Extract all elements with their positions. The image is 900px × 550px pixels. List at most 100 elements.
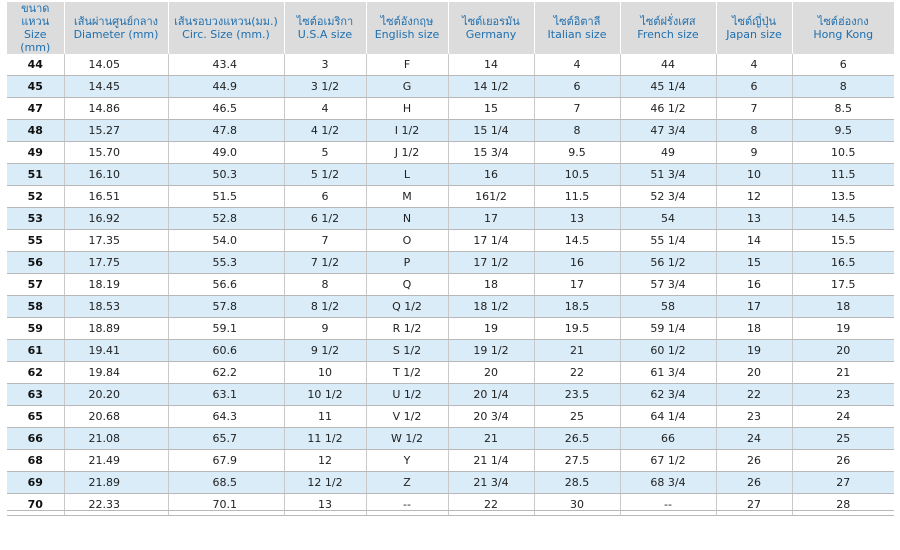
cell-japan-size: 8 (716, 119, 793, 142)
cell-italian-size: 14.5 (534, 229, 621, 252)
header-label-thai: ขนาดแหวน (21, 2, 50, 28)
col-header-circumference: เส้นรอบวงแหวน(มม.) Circ. Size (mm.) (168, 2, 285, 54)
table-row: 44 14.05 43.4 3 F 14 4 44 4 6 (7, 54, 894, 76)
cell-germany-size: 20 (448, 361, 535, 384)
cell-usa-size: 3 (284, 54, 367, 76)
col-header-diameter: เส้นผ่านศูนย์กลาง Diameter (mm) (64, 2, 169, 54)
cell-english-size: Q (366, 273, 449, 296)
cell-french-size: 61 3/4 (620, 361, 717, 384)
cell-usa-size: 3 1/2 (284, 75, 367, 98)
cell-diameter: 22.33 (64, 493, 169, 516)
header-label-english: Hong Kong (813, 28, 874, 41)
cell-japan-size: 13 (716, 207, 793, 230)
cell-circumference: 43.4 (168, 54, 285, 76)
cell-english-size: U 1/2 (366, 383, 449, 406)
cell-size-mm: 69 (7, 471, 65, 494)
cell-english-size: Q 1/2 (366, 295, 449, 318)
cell-size-mm: 51 (7, 163, 65, 186)
cell-japan-size: 18 (716, 317, 793, 340)
cell-usa-size: 13 (284, 493, 367, 516)
cell-size-mm: 49 (7, 141, 65, 164)
cell-hongkong-size: 23 (792, 383, 894, 406)
cell-hongkong-size: 26 (792, 449, 894, 472)
header-label-thai: ไซต์ฝรั่งเศส (640, 15, 696, 28)
cell-diameter: 21.08 (64, 427, 169, 450)
cell-italian-size: 26.5 (534, 427, 621, 450)
header-label-thai: เส้นผ่านศูนย์กลาง (73, 15, 159, 28)
cell-italian-size: 6 (534, 75, 621, 98)
cell-hongkong-size: 16.5 (792, 251, 894, 274)
table-row: 68 21.49 67.9 12 Y 21 1/4 27.5 67 1/2 26 26 (7, 449, 894, 472)
col-header-english-size: ไซต์อังกฤษ English size (366, 2, 449, 54)
cell-japan-size: 4 (716, 54, 793, 76)
cell-usa-size: 7 (284, 229, 367, 252)
cell-usa-size: 12 (284, 449, 367, 472)
cell-english-size: S 1/2 (366, 339, 449, 362)
header-label-english: Circ. Size (mm.) (182, 28, 270, 41)
cell-diameter: 15.27 (64, 119, 169, 142)
cell-english-size: R 1/2 (366, 317, 449, 340)
ring-size-table: ขนาดแหวน Size (mm) เส้นผ่านศูนย์กลาง Diamet… (7, 2, 894, 516)
cell-germany-size: 19 (448, 317, 535, 340)
cell-size-mm: 57 (7, 273, 65, 296)
cell-english-size: V 1/2 (366, 405, 449, 428)
cell-germany-size: 14 1/2 (448, 75, 535, 98)
cell-germany-size: 21 (448, 427, 535, 450)
cell-size-mm: 61 (7, 339, 65, 362)
cell-circumference: 60.6 (168, 339, 285, 362)
cell-size-mm: 56 (7, 251, 65, 274)
cell-circumference: 59.1 (168, 317, 285, 340)
table-body: 44 14.05 43.4 3 F 14 4 44 4 6 45 14.45 44.9 3 1/2 G 14 … (7, 54, 894, 516)
cell-germany-size: 15 (448, 97, 535, 120)
cell-italian-size: 10.5 (534, 163, 621, 186)
cell-diameter: 16.92 (64, 207, 169, 230)
cell-germany-size: 14 (448, 54, 535, 76)
cell-circumference: 56.6 (168, 273, 285, 296)
table-header: ขนาดแหวน Size (mm) เส้นผ่านศูนย์กลาง Diamet… (7, 2, 894, 54)
cell-hongkong-size: 24 (792, 405, 894, 428)
cell-size-mm: 44 (7, 54, 65, 76)
cell-french-size: 52 3/4 (620, 185, 717, 208)
cell-circumference: 49.0 (168, 141, 285, 164)
cell-circumference: 46.5 (168, 97, 285, 120)
cell-english-size: G (366, 75, 449, 98)
cell-size-mm: 66 (7, 427, 65, 450)
table-row: 61 19.41 60.6 9 1/2 S 1/2 19 1/2 21 60 1/2 19 20 (7, 339, 894, 362)
cell-size-mm: 47 (7, 97, 65, 120)
cell-french-size: 54 (620, 207, 717, 230)
cell-diameter: 16.10 (64, 163, 169, 186)
cell-usa-size: 7 1/2 (284, 251, 367, 274)
cell-circumference: 63.1 (168, 383, 285, 406)
cell-diameter: 17.75 (64, 251, 169, 274)
cell-hongkong-size: 19 (792, 317, 894, 340)
table-row: 51 16.10 50.3 5 1/2 L 16 10.5 51 3/4 10 11.5 (7, 163, 894, 186)
cell-usa-size: 6 (284, 185, 367, 208)
cell-usa-size: 6 1/2 (284, 207, 367, 230)
cell-japan-size: 15 (716, 251, 793, 274)
table-row: 63 20.20 63.1 10 1/2 U 1/2 20 1/4 23.5 62 3/4 22… (7, 383, 894, 406)
cell-germany-size: 21 1/4 (448, 449, 535, 472)
cell-english-size: F (366, 54, 449, 76)
header-label-english: English size (374, 28, 440, 41)
header-label-english: Germany (465, 28, 517, 41)
cell-circumference: 51.5 (168, 185, 285, 208)
cell-italian-size: 8 (534, 119, 621, 142)
cell-hongkong-size: 6 (792, 54, 894, 76)
cell-circumference: 65.7 (168, 427, 285, 450)
cell-english-size: O (366, 229, 449, 252)
table-row: 59 18.89 59.1 9 R 1/2 19 19.5 59 1/4 18 19 (7, 317, 894, 340)
cell-size-mm: 53 (7, 207, 65, 230)
cell-germany-size: 17 (448, 207, 535, 230)
cell-french-size: 45 1/4 (620, 75, 717, 98)
cell-italian-size: 30 (534, 493, 621, 516)
cell-english-size: N (366, 207, 449, 230)
cell-diameter: 18.53 (64, 295, 169, 318)
table-row: 53 16.92 52.8 6 1/2 N 17 13 54 13 14.5 (7, 207, 894, 230)
cell-french-size: 66 (620, 427, 717, 450)
cell-italian-size: 13 (534, 207, 621, 230)
col-header-french-size: ไซต์ฝรั่งเศส French size (620, 2, 717, 54)
cell-diameter: 14.05 (64, 54, 169, 76)
cell-germany-size: 20 1/4 (448, 383, 535, 406)
header-label-english: Japan size (726, 28, 782, 41)
cell-french-size: 49 (620, 141, 717, 164)
